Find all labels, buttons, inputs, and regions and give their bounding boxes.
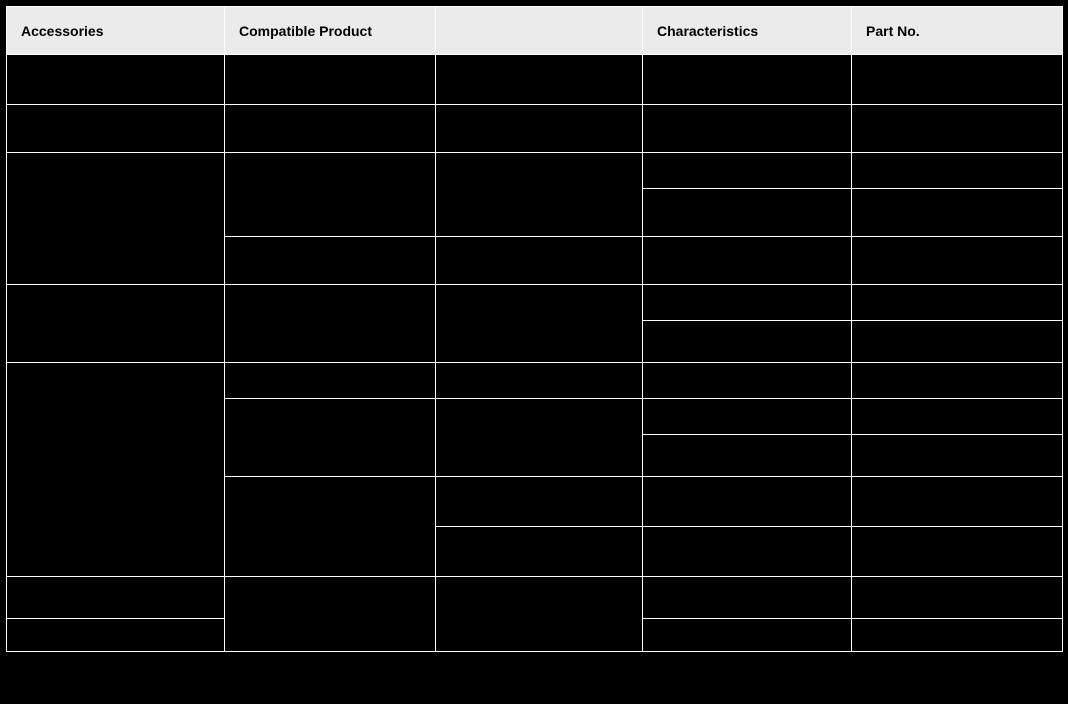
cell: [852, 55, 1063, 105]
cell: [225, 399, 436, 477]
cell: [436, 237, 643, 285]
cell: [436, 153, 643, 237]
cell: [643, 477, 852, 527]
cell: [436, 577, 643, 652]
cell: [852, 399, 1063, 435]
header-accessories: Accessories: [7, 7, 225, 55]
cell: [643, 153, 852, 189]
table-row: [7, 363, 1063, 399]
cell: [643, 105, 852, 153]
cell: [7, 619, 225, 652]
cell: [852, 527, 1063, 577]
cell: [852, 189, 1063, 237]
cell: [225, 477, 436, 577]
cell: [852, 477, 1063, 527]
cell: [225, 363, 436, 399]
cell: [7, 55, 225, 105]
header-blank: [436, 7, 643, 55]
cell: [225, 153, 436, 237]
cell: [643, 619, 852, 652]
cell: [436, 527, 643, 577]
cell: [643, 363, 852, 399]
table-row: [7, 105, 1063, 153]
table-row: [7, 577, 1063, 619]
cell: [643, 527, 852, 577]
cell: [225, 55, 436, 105]
cell: [852, 237, 1063, 285]
cell: [643, 399, 852, 435]
cell: [436, 285, 643, 363]
header-compatible-product: Compatible Product: [225, 7, 436, 55]
cell: [436, 477, 643, 527]
cell: [643, 321, 852, 363]
cell: [643, 55, 852, 105]
table-row: [7, 153, 1063, 189]
cell: [436, 399, 643, 477]
cell: [7, 577, 225, 619]
cell: [225, 105, 436, 153]
table-row: [7, 285, 1063, 321]
accessories-table: Accessories Compatible Product Character…: [6, 6, 1063, 652]
table-row: [7, 55, 1063, 105]
cell: [436, 105, 643, 153]
table-header-row: Accessories Compatible Product Character…: [7, 7, 1063, 55]
table-container: Accessories Compatible Product Character…: [0, 0, 1068, 658]
cell: [643, 189, 852, 237]
cell: [852, 105, 1063, 153]
cell: [852, 435, 1063, 477]
cell: [7, 363, 225, 577]
cell: [852, 577, 1063, 619]
cell: [225, 237, 436, 285]
cell: [643, 435, 852, 477]
cell: [852, 363, 1063, 399]
header-characteristics: Characteristics: [643, 7, 852, 55]
cell: [643, 237, 852, 285]
cell: [436, 55, 643, 105]
header-part-no: Part No.: [852, 7, 1063, 55]
cell: [7, 285, 225, 363]
cell: [852, 619, 1063, 652]
cell: [225, 285, 436, 363]
cell: [852, 321, 1063, 363]
cell: [852, 153, 1063, 189]
cell: [852, 285, 1063, 321]
cell: [643, 577, 852, 619]
cell: [7, 105, 225, 153]
cell: [436, 363, 643, 399]
cell: [7, 153, 225, 285]
cell: [643, 285, 852, 321]
cell: [225, 577, 436, 652]
